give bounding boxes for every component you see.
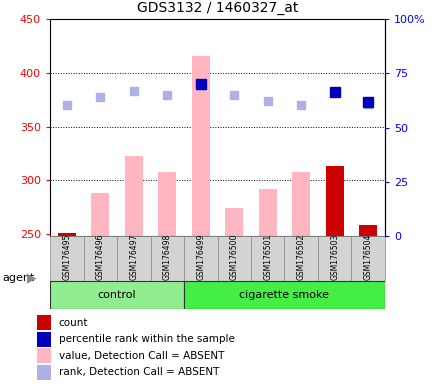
Bar: [83, 236, 117, 281]
Text: cigarette smoke: cigarette smoke: [239, 290, 329, 300]
Bar: [358, 225, 377, 236]
Text: GSM176499: GSM176499: [196, 233, 205, 280]
Text: count: count: [59, 318, 88, 328]
Bar: [50, 236, 83, 281]
Text: GSM176500: GSM176500: [229, 233, 238, 280]
Bar: [317, 236, 351, 281]
Bar: [124, 156, 143, 236]
Bar: [224, 208, 243, 236]
Bar: [150, 236, 184, 281]
Bar: [284, 236, 317, 281]
Text: GSM176497: GSM176497: [129, 233, 138, 280]
Bar: [117, 236, 150, 281]
Bar: [50, 281, 184, 309]
Text: control: control: [98, 290, 136, 300]
Text: GSM176502: GSM176502: [296, 234, 305, 280]
Bar: [325, 166, 343, 236]
Bar: [91, 193, 109, 236]
Bar: [37, 348, 51, 363]
Bar: [184, 281, 384, 309]
Text: rank, Detection Call = ABSENT: rank, Detection Call = ABSENT: [59, 367, 219, 377]
Bar: [158, 172, 176, 236]
Text: percentile rank within the sample: percentile rank within the sample: [59, 334, 234, 344]
Text: GSM176496: GSM176496: [95, 233, 105, 280]
Bar: [291, 172, 310, 236]
Bar: [37, 315, 51, 330]
Bar: [351, 236, 384, 281]
Text: GSM176498: GSM176498: [162, 234, 171, 280]
Bar: [184, 236, 217, 281]
Bar: [57, 233, 76, 236]
Bar: [217, 236, 250, 281]
Title: GDS3132 / 1460327_at: GDS3132 / 1460327_at: [137, 2, 297, 15]
Text: value, Detection Call = ABSENT: value, Detection Call = ABSENT: [59, 351, 224, 361]
Text: ▶: ▶: [27, 272, 37, 285]
Text: GSM176501: GSM176501: [263, 234, 272, 280]
Text: GSM176503: GSM176503: [329, 233, 339, 280]
Bar: [258, 189, 276, 236]
Text: GSM176495: GSM176495: [62, 233, 71, 280]
Bar: [37, 332, 51, 346]
Text: agent: agent: [2, 273, 34, 283]
Bar: [37, 364, 51, 379]
Text: GSM176504: GSM176504: [363, 233, 372, 280]
Bar: [191, 56, 210, 236]
Bar: [250, 236, 284, 281]
